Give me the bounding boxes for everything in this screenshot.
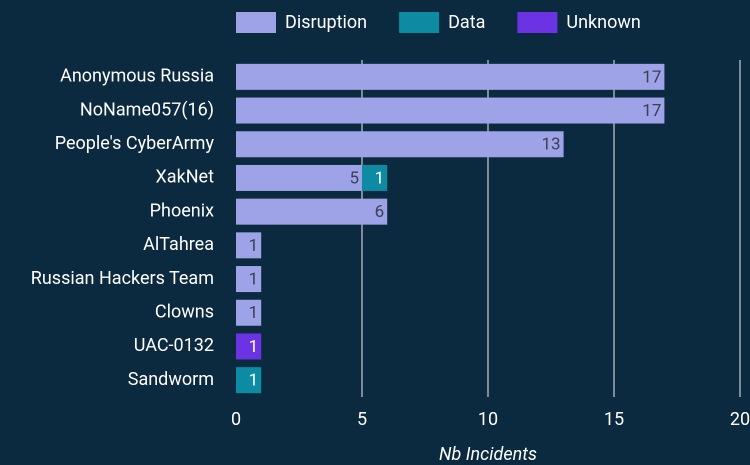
x-tick-label: 20 [730, 409, 750, 430]
data-label: 1 [375, 168, 385, 188]
data-label: 1 [249, 371, 259, 391]
bar [236, 367, 262, 394]
x-tick-label: 0 [231, 409, 241, 430]
data-label: 1 [249, 270, 259, 290]
data-label: 1 [249, 236, 259, 256]
bar [236, 63, 665, 90]
legend-swatch [399, 12, 440, 33]
data-label: 5 [349, 168, 359, 188]
y-tick-label: Phoenix [150, 200, 214, 221]
y-tick-label: Russian Hackers Team [31, 268, 214, 289]
bar [236, 131, 564, 158]
bar [236, 97, 665, 124]
x-axis-label: Nb Incidents [439, 444, 537, 465]
bar [236, 299, 262, 326]
data-label: 17 [642, 67, 661, 87]
bar [236, 198, 388, 225]
y-tick-label: UAC-0132 [134, 335, 214, 356]
x-tick-label: 15 [604, 409, 624, 430]
legend-label: Unknown [566, 12, 640, 33]
legend-label: Disruption [285, 12, 367, 33]
data-label: 1 [249, 303, 259, 323]
legend-label: Data [448, 12, 485, 33]
legend-swatch [236, 12, 276, 33]
data-label: 1 [249, 337, 259, 357]
legend-swatch [517, 12, 558, 33]
data-label: 13 [541, 135, 560, 155]
bar [362, 164, 388, 191]
y-tick-label: People's CyberArmy [55, 133, 215, 154]
y-tick-label: Clowns [155, 302, 214, 323]
bar [236, 164, 362, 191]
x-tick-label: 10 [478, 409, 498, 430]
y-tick-label: NoName057(16) [80, 99, 214, 120]
bar [236, 232, 262, 259]
y-tick-label: Sandworm [128, 369, 214, 390]
bar [236, 333, 262, 360]
data-label: 6 [375, 202, 385, 222]
bar [236, 266, 262, 293]
x-tick-label: 5 [357, 409, 367, 430]
y-tick-label: AlTahrea [143, 234, 214, 255]
y-tick-label: Anonymous Russia [60, 66, 214, 87]
y-tick-label: XakNet [156, 167, 215, 188]
data-label: 17 [642, 101, 661, 121]
